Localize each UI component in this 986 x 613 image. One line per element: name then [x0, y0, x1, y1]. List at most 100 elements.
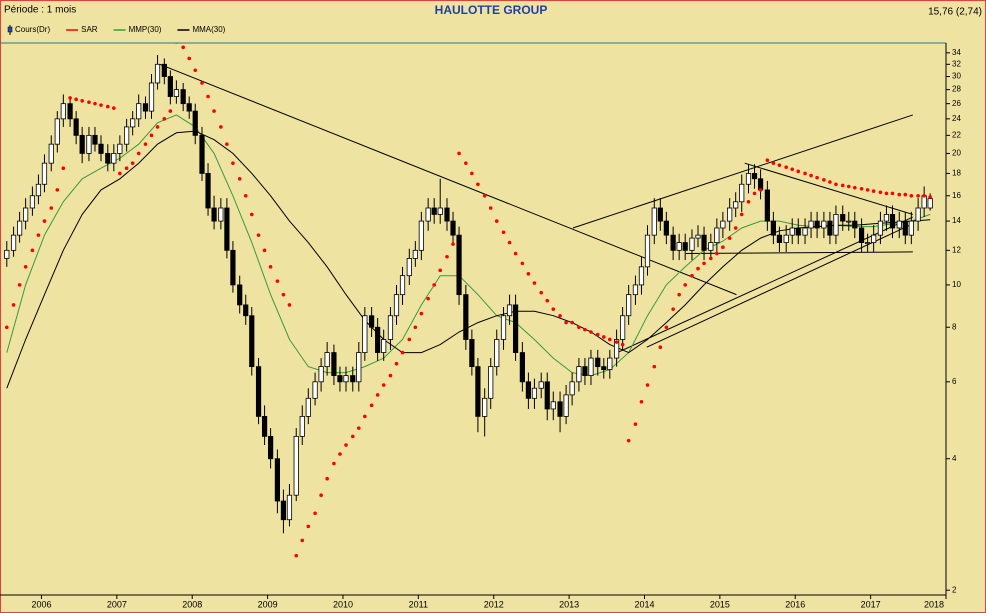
sar-dot: [451, 242, 455, 246]
candle-body: [708, 242, 714, 251]
sar-dot: [124, 166, 129, 171]
candle-body: [776, 234, 783, 243]
candle-body: [588, 357, 594, 376]
candle-body: [663, 220, 669, 236]
y-tick-label: 6: [952, 377, 957, 386]
sar-dot: [909, 193, 914, 198]
candle-body: [98, 143, 104, 154]
sar-dot: [68, 96, 72, 100]
candle-body: [406, 258, 412, 277]
candle-body: [644, 234, 651, 268]
candle-body: [871, 234, 877, 243]
sar-dot: [639, 399, 644, 404]
sar-dot: [369, 403, 374, 408]
candle-body: [437, 207, 443, 215]
candle-body: [858, 227, 865, 243]
candle-body: [701, 234, 707, 251]
candle-body: [607, 357, 613, 370]
sar-dot: [300, 538, 305, 543]
trend-line: [744, 162, 913, 215]
candle-body: [35, 183, 42, 197]
sar-dot: [375, 393, 380, 397]
candle-body: [444, 207, 450, 222]
candle-body: [10, 234, 17, 251]
sar-dot: [30, 248, 35, 253]
sar-dot: [206, 94, 210, 99]
candle-body: [293, 435, 299, 496]
candle-body: [877, 220, 884, 236]
candle-body: [237, 284, 243, 306]
y-tick-label: 28: [952, 85, 961, 94]
sar-dot: [589, 330, 593, 334]
candle-body: [921, 195, 927, 209]
sar-dot: [470, 171, 474, 176]
sar-dot: [545, 298, 550, 303]
candle-body: [770, 220, 776, 236]
candle-body: [23, 207, 29, 222]
sar-dot: [338, 452, 342, 456]
sar-dot: [426, 296, 430, 301]
sar-dot: [237, 176, 242, 181]
y-tick-label: 8: [952, 322, 957, 331]
sar-dot: [130, 161, 135, 165]
candle-body: [180, 89, 186, 105]
candle-body: [255, 366, 262, 417]
sar-dot: [570, 320, 574, 325]
sar-dot: [350, 434, 355, 439]
sar-dot: [49, 206, 54, 210]
y-tick-label: 26: [952, 99, 961, 108]
candle-body: [16, 220, 23, 236]
sar-dot: [828, 180, 832, 184]
sar-dot: [93, 101, 97, 106]
candle-body: [538, 381, 544, 389]
legend-label: MMA(30): [192, 25, 225, 34]
candle-body: [488, 366, 494, 399]
candle-body: [852, 220, 858, 229]
trend-line: [572, 114, 913, 229]
candle-body: [651, 207, 657, 236]
sar-dot: [796, 169, 801, 174]
sar-dot: [702, 261, 706, 266]
y-tick-label: 30: [952, 72, 961, 81]
x-tick-label: 2013: [559, 599, 579, 609]
trend-line: [646, 223, 914, 348]
sar-dot: [526, 272, 531, 276]
candle-body: [356, 352, 362, 383]
y-tick-label: 2: [952, 585, 957, 594]
candle-body: [79, 134, 85, 154]
sar-dot: [846, 184, 851, 189]
candle-body: [469, 339, 475, 368]
sar-dot: [771, 161, 776, 165]
candle-body: [500, 315, 507, 340]
sar-dot: [583, 327, 587, 332]
sar-dot: [181, 45, 185, 50]
y-tick-label: 22: [952, 130, 961, 139]
sar-dot: [746, 199, 751, 204]
candle-body: [908, 220, 914, 236]
x-tick-label: 2008: [182, 599, 202, 609]
candle-body: [808, 220, 814, 229]
sar-dot: [55, 188, 60, 192]
sar-dot: [200, 81, 204, 85]
sar-dot: [739, 212, 744, 217]
sar-dot: [17, 283, 22, 287]
sar-dot: [136, 151, 141, 156]
sar-dot: [231, 161, 235, 165]
y-tick-label: 20: [952, 149, 961, 158]
y-tick-label: 24: [952, 114, 961, 123]
sar-dot: [803, 171, 807, 176]
sar-dot: [488, 206, 493, 210]
sar-dot: [438, 268, 443, 273]
candle-body: [833, 214, 839, 236]
candle-body: [657, 207, 663, 222]
candle-body: [324, 352, 330, 368]
sar-dot: [859, 186, 864, 191]
sar-dot: [357, 426, 361, 430]
candle-body: [506, 304, 513, 317]
candle-body: [261, 415, 268, 437]
candle-body: [739, 183, 745, 203]
candle-body: [676, 242, 682, 251]
chart-title: HAULOTTE GROUP: [435, 3, 548, 17]
candle-body: [167, 76, 173, 97]
